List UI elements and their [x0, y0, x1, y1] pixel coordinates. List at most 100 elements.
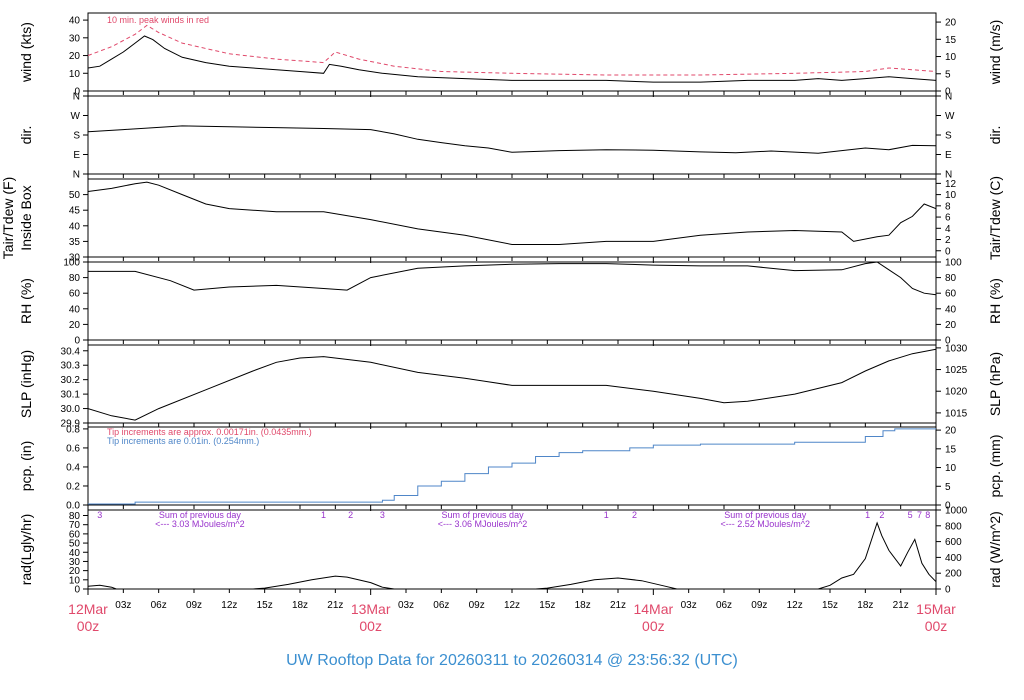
- rad-marker: 2: [348, 510, 353, 520]
- pcp-left-tick-label: 0.8: [66, 424, 80, 435]
- dir-frame: [87, 95, 937, 175]
- dir-left-tick-label: N: [73, 170, 80, 181]
- rh-left-tick-label: 40: [69, 304, 81, 315]
- x-day-label: 14Mar: [633, 601, 673, 617]
- temp-right-tick-label: 0: [945, 246, 951, 257]
- temp-frame: [87, 178, 937, 258]
- rh-left-tick-label: 20: [69, 320, 81, 331]
- pcp-left-axis-label: pcp. (in): [18, 441, 34, 492]
- wind-left-axis-label: wind (kts): [18, 22, 34, 83]
- rh-right-tick-label: 60: [945, 289, 957, 300]
- x-hour-label: 18z: [292, 600, 308, 611]
- temp-right-tick-label: 6: [945, 213, 951, 224]
- dir-left-tick-label: S: [73, 131, 80, 142]
- x-hour-label: 21z: [893, 600, 909, 611]
- x-hour-label: 06z: [716, 600, 732, 611]
- temp-right-tick-label: 10: [945, 190, 957, 201]
- rad-right-tick-label: 600: [945, 537, 962, 548]
- rad-left-tick-label: 70: [69, 520, 81, 531]
- x-hour-label: 21z: [327, 600, 343, 611]
- rh-right-axis-label: RH (%): [987, 278, 1003, 324]
- pcp-right-tick-label: 15: [945, 444, 957, 455]
- x-day-hour-label: 00z: [642, 618, 665, 634]
- x-day-hour-label: 00z: [359, 618, 382, 634]
- pcp-right-tick-label: 10: [945, 463, 957, 474]
- temp-series: [88, 181, 936, 245]
- temp-outer-axis-label: Tair/Tdew (F): [0, 177, 16, 259]
- x-axis: 03z 06z 09z 12z 15z 18z 21z 03z 06z 09z 12z 15z 18z 2…: [68, 600, 956, 634]
- rh-right-tick-label: 80: [945, 273, 957, 284]
- rh-right-tick-label: 20: [945, 320, 957, 331]
- wind-peak-series: [88, 24, 936, 76]
- temp-left-axis-label: Inside Box: [18, 185, 34, 250]
- rh-right-tick-label: 0: [945, 336, 951, 347]
- pcp-left-tick-label: 0.2: [66, 481, 80, 492]
- slp-left-tick-label: 30.0: [61, 404, 81, 415]
- dir-right-tick-label: N: [945, 170, 952, 181]
- rad-right-tick-label: 0: [945, 585, 951, 596]
- footer-title: UW Rooftop Data for 20260311 to 20260314…: [286, 652, 738, 669]
- rad-right-tick-label: 1000: [945, 506, 968, 517]
- panel-pcp: 0.0 0.2 0.4 0.6 0.8 0 5 10 15 20 pcp. (in) pcp. (mm…: [18, 424, 1003, 511]
- x-day-hour-label: 00z: [925, 618, 948, 634]
- rh-right-tick-label: 40: [945, 304, 957, 315]
- pcp-note-red: Tip increments are approx. 0.00171in. (0…: [107, 427, 312, 437]
- slp-left-tick-label: 30.2: [61, 375, 81, 386]
- temp-left-tick-label: 40: [69, 221, 81, 232]
- rh-left-tick-label: 100: [63, 258, 80, 269]
- rad-marker: 2: [879, 510, 884, 520]
- rad-marker: 8: [925, 510, 930, 520]
- temp-right-axis-label: Tair/Tdew (C): [987, 176, 1003, 260]
- rad-left-tick-label: 40: [69, 548, 81, 559]
- temp-left-tick-label: 35: [69, 237, 81, 248]
- rh-left-axis-label: RH (%): [18, 278, 34, 324]
- x-hour-label: 21z: [610, 600, 626, 611]
- dir-left-tick-label: E: [73, 150, 80, 161]
- dir-series: [88, 125, 936, 154]
- rad-left-tick-label: 20: [69, 566, 81, 577]
- rad-left-tick-label: 10: [69, 575, 81, 586]
- slp-left-tick-label: 29.9: [61, 419, 81, 430]
- pcp-note-blue: Tip increments are 0.01in. (0.254mm.): [107, 436, 259, 446]
- wind-left-tick-label: 30: [69, 33, 81, 44]
- x-day-label: 15Mar: [916, 601, 956, 617]
- slp-left-axis-label: SLP (inHg): [18, 350, 34, 418]
- rad-day-note-sum: <--- 3.06 MJoules/m^2: [438, 519, 528, 529]
- rad-marker: 2: [632, 510, 637, 520]
- slp-left-tick-label: 30.3: [61, 361, 81, 372]
- slp-frame: [87, 344, 937, 424]
- x-hour-label: 12z: [221, 600, 237, 611]
- x-hour-label: 18z: [857, 600, 873, 611]
- x-hour-label: 09z: [751, 600, 767, 611]
- dir-right-axis-label: dir.: [987, 126, 1003, 145]
- temp-left-tick-label: 45: [69, 206, 81, 217]
- wind-left-tick-label: 10: [69, 69, 81, 80]
- x-day-label: 13Mar: [351, 601, 391, 617]
- panel-wind: 0 10 20 30 40 0 5 10 15 20 wind (kts) wind (m/s) 10 …: [18, 12, 1003, 98]
- pcp-left-tick-label: 0.4: [66, 462, 80, 473]
- x-hour-label: 03z: [115, 600, 131, 611]
- rad-marker: 3: [380, 510, 385, 520]
- rad-right-axis-label: rad (W/m^2): [987, 511, 1003, 588]
- wind-right-tick-label: 5: [945, 69, 951, 80]
- rad-left-tick-label: 30: [69, 557, 81, 568]
- pcp-left-tick-label: 0.0: [66, 501, 80, 512]
- temp-left-tick-label: 50: [69, 190, 81, 201]
- temp-right-tick-label: 12: [945, 179, 957, 190]
- pcp-right-tick-label: 20: [945, 426, 957, 437]
- wind-right-axis-label: wind (m/s): [987, 20, 1003, 86]
- rad-day-note-sum: <--- 3.03 MJoules/m^2: [155, 519, 245, 529]
- dir-right-tick-label: S: [945, 131, 952, 142]
- temp-right-tick-label: 2: [945, 235, 951, 246]
- rad-day-note-sum: <--- 2.52 MJoules/m^2: [720, 519, 810, 529]
- panel-slp: 29.9 30.0 30.1 30.2 30.3 30.4 1015 1020 1025 1030…: [18, 343, 1003, 429]
- panel-rh: 0 20 40 60 80 100 0 20 40 60 80 100 RH (%) RH (%): [18, 258, 1003, 347]
- slp-right-tick-label: 1020: [945, 387, 968, 398]
- rad-left-tick-label: 50: [69, 539, 81, 550]
- pcp-right-axis-label: pcp. (mm): [987, 435, 1003, 498]
- slp-right-tick-label: 1025: [945, 365, 968, 376]
- rad-right-tick-label: 200: [945, 569, 962, 580]
- x-hour-label: 12z: [787, 600, 803, 611]
